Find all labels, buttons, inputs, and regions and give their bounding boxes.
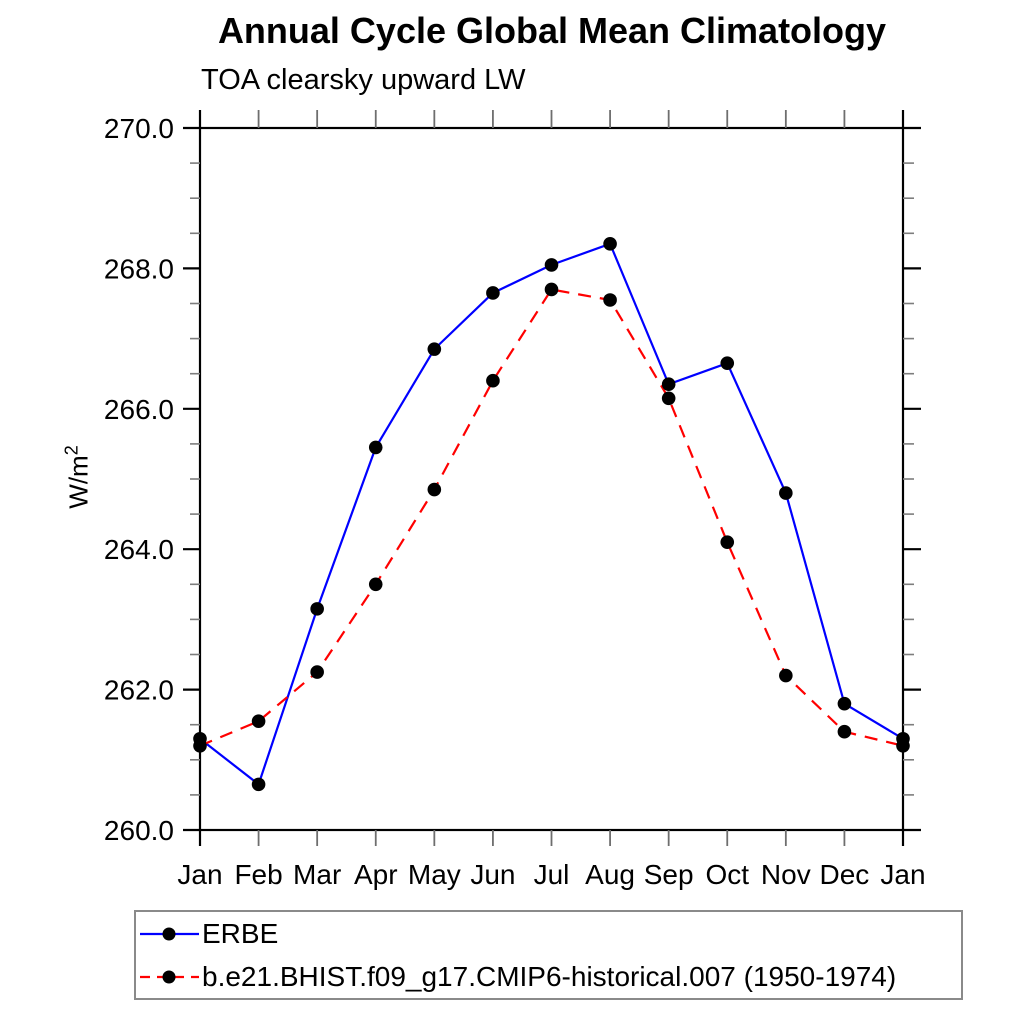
x-tick-label: Sep [644, 859, 694, 890]
y-tick-label: 268.0 [104, 253, 174, 284]
data-point-marker-erbe [603, 237, 617, 251]
y-tick-label: 264.0 [104, 534, 174, 565]
x-tick-label: Aug [585, 859, 635, 890]
data-point-marker-model [368, 577, 383, 592]
legend-marker-dot-icon [162, 927, 176, 940]
data-point-marker-model [486, 373, 500, 388]
series-line-erbe [199, 242, 904, 786]
y-tick-label: 270.0 [104, 113, 174, 144]
data-point-marker-model [603, 293, 617, 307]
data-point-marker-model [779, 668, 793, 683]
legend-line-sample-dashed [140, 970, 199, 983]
legend-label-erbe: ERBE [202, 917, 279, 949]
data-point-marker-erbe [720, 356, 735, 370]
plot-frame [198, 126, 905, 832]
legend-marker-dot-icon [162, 970, 176, 983]
data-point-marker-model [720, 535, 735, 549]
chart-subtitle: TOA clearsky upward LW [201, 64, 526, 96]
data-point-marker-model [193, 738, 207, 753]
legend-item-erbe: ERBE [140, 912, 961, 955]
data-point-marker-model [837, 724, 852, 739]
x-tick-label: Mar [293, 859, 341, 890]
data-point-marker-erbe [368, 440, 383, 455]
data-point-marker-erbe [310, 602, 324, 616]
data-point-marker-erbe [544, 258, 559, 272]
x-tick-label: May [408, 859, 461, 890]
y-tick-label: 262.0 [104, 675, 174, 706]
data-point-marker-erbe [251, 777, 266, 792]
data-point-marker-erbe [661, 377, 676, 392]
x-tick-label: Jan [177, 859, 222, 890]
data-point-marker-model [661, 391, 676, 406]
data-point-marker-erbe [837, 696, 852, 711]
x-tick-label: Feb [234, 859, 282, 890]
data-point-marker-model [896, 738, 910, 753]
x-tick-label: Apr [354, 859, 398, 890]
x-tick-label: Dec [820, 859, 870, 890]
x-tick-label: Nov [761, 859, 811, 890]
data-point-marker-erbe [486, 286, 500, 300]
legend-item-model: b.e21.BHIST.f09_g17.CMIP6-historical.007… [140, 955, 961, 998]
data-point-marker-erbe [779, 486, 793, 500]
data-point-marker-model [310, 665, 324, 679]
x-tick-label: Jun [470, 859, 515, 890]
chart-title: Annual Cycle Global Mean Climatology [217, 10, 887, 51]
legend-label-model: b.e21.BHIST.f09_g17.CMIP6-historical.007… [202, 960, 897, 992]
series-line-model [199, 288, 904, 747]
y-tick-label: 260.0 [104, 815, 174, 846]
legend: ERBE b.e21.BHIST.f09_g17.CMIP6-historica… [134, 910, 963, 1000]
y-tick-label: 266.0 [104, 394, 174, 425]
x-tick-label: Jul [534, 859, 570, 890]
data-point-marker-model [427, 482, 442, 497]
x-tick-label: Jan [880, 859, 925, 890]
legend-line-sample-solid [140, 927, 199, 940]
data-point-marker-model [544, 282, 559, 297]
x-tick-label: Oct [705, 859, 749, 890]
data-point-marker-model [251, 714, 266, 728]
data-point-marker-erbe [427, 342, 442, 356]
